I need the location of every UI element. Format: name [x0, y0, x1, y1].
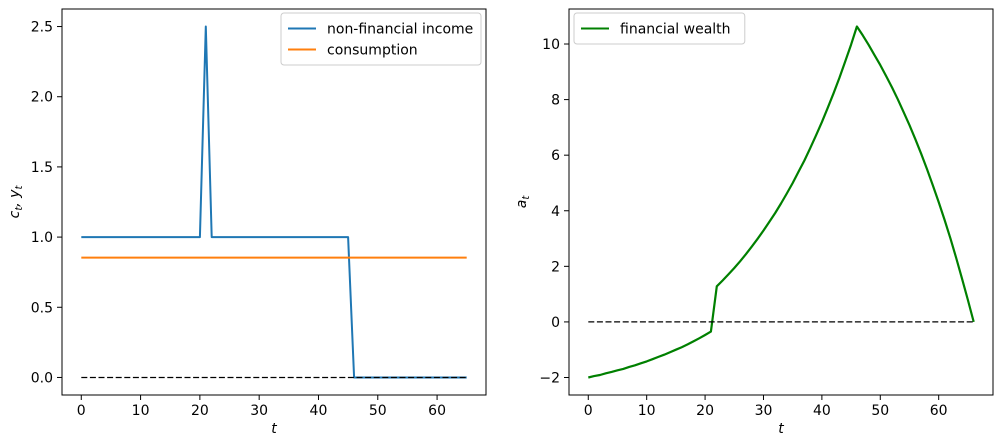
x-tick-label: 60 — [930, 403, 948, 419]
x-tick-label: 60 — [428, 403, 446, 419]
legend-label-non-financial-income: non-financial income — [327, 22, 473, 38]
y-tick-label: 10 — [542, 37, 560, 53]
x-tick-label: 20 — [696, 403, 714, 419]
legend-box — [573, 12, 746, 45]
axes-frame — [61, 8, 487, 396]
y-tick-label: 8 — [551, 93, 560, 109]
x-tick-label: 30 — [755, 403, 773, 419]
y-tick-label: 4 — [551, 204, 560, 220]
income-consumption-chart: 0 10 20 30 40 50 60 0.0 0.5 1.0 1.5 2.0 2.5 t ct, yt no… — [7, 8, 487, 437]
legend: financial wealth — [573, 12, 746, 45]
legend: non-financial income consumption — [280, 12, 482, 66]
x-tick-label: 0 — [584, 403, 593, 419]
y-tick-label: 2 — [551, 259, 560, 275]
series-line-non-financial-income — [81, 25, 467, 379]
x-axis-label: t — [778, 421, 784, 437]
y-axis-label: at — [514, 195, 532, 209]
x-tick-label: 50 — [369, 403, 387, 419]
y-tick-label: 1.0 — [31, 230, 53, 246]
y-tick-label: 0.0 — [31, 370, 53, 386]
y-tick-label: 0 — [551, 315, 560, 331]
x-tick-label: 10 — [132, 403, 150, 419]
x-tick-label: 0 — [77, 403, 86, 419]
financial-wealth-chart: 0 10 20 30 40 50 60 −2 0 2 4 6 8 10 t at financial wealt… — [514, 8, 994, 437]
x-tick-label: 30 — [250, 403, 268, 419]
legend-label-financial-wealth: financial wealth — [620, 22, 731, 38]
x-tick-label: 50 — [871, 403, 889, 419]
x-tick-label: 40 — [813, 403, 831, 419]
x-tick-label: 10 — [638, 403, 656, 419]
y-tick-label: 2.0 — [31, 90, 53, 106]
y-tick-label: 2.5 — [31, 20, 53, 36]
y-tick-label: 6 — [551, 148, 560, 164]
axes-frame — [568, 8, 994, 396]
y-tick-label: 1.5 — [31, 160, 53, 176]
y-tick-label: −2 — [539, 370, 560, 386]
x-tick-label: 40 — [310, 403, 328, 419]
x-axis-label: t — [271, 421, 277, 437]
x-tick-label: 20 — [191, 403, 209, 419]
y-tick-label: 0.5 — [31, 300, 53, 316]
series-line-financial-wealth — [588, 25, 975, 379]
y-axis-label: ct, yt — [7, 185, 25, 219]
legend-label-consumption: consumption — [327, 43, 418, 59]
legend-box — [280, 12, 482, 66]
